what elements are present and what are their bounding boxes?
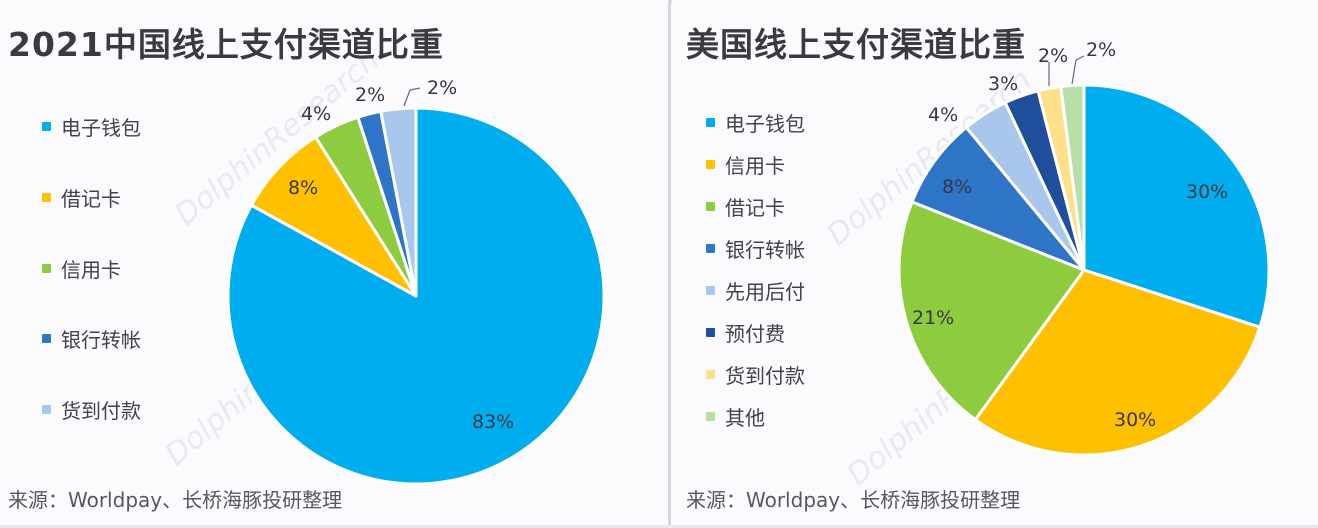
slice-label: 8% xyxy=(288,177,318,199)
slice-label: 4% xyxy=(301,103,331,125)
legend-swatch xyxy=(706,244,715,253)
legend-item-cash-on-delivery: 货到付款 xyxy=(42,395,141,424)
source-note: 来源：Worldpay、长桥海豚投研整理 xyxy=(686,488,1021,512)
legend-label: 电子钱包 xyxy=(61,116,141,140)
legend-item-credit-card: 信用卡 xyxy=(42,254,121,283)
legend-label: 银行转帐 xyxy=(61,328,141,352)
slice-label: 2% xyxy=(355,84,385,106)
legend-label: 其他 xyxy=(725,406,765,430)
pie-slice-cash-on-delivery xyxy=(379,106,418,298)
slice-label: 21% xyxy=(912,307,954,329)
legend-swatch xyxy=(706,286,715,295)
legend-item-other: 其他 xyxy=(706,402,765,431)
legend-swatch xyxy=(706,118,715,127)
legend-label: 货到付款 xyxy=(61,399,141,423)
legend-swatch xyxy=(42,334,51,343)
legend-label: 电子钱包 xyxy=(725,112,805,136)
slice-label: 83% xyxy=(472,411,514,433)
bottom-border xyxy=(0,525,1318,528)
leader-line xyxy=(1071,55,1085,85)
legend-item-bank-transfer: 银行转帐 xyxy=(42,324,141,353)
legend-label: 借记卡 xyxy=(725,196,785,220)
legend-swatch xyxy=(706,160,715,169)
pie-slice-e-wallet xyxy=(1082,83,1271,329)
legend-label: 预付费 xyxy=(725,322,785,346)
legend-item-e-wallet: 电子钱包 xyxy=(42,112,141,141)
chart-title: 2021中国线上支付渠道比重 xyxy=(8,25,444,64)
legend-item-credit-card: 信用卡 xyxy=(706,150,785,179)
china-chart-panel: DolphinResearch DolphinResearch 2021中国线上… xyxy=(8,25,606,512)
legend-swatch xyxy=(706,370,715,379)
legend-item-bnpl: 先用后付 xyxy=(706,276,805,305)
leader-line xyxy=(403,87,421,107)
legend-label: 货到付款 xyxy=(725,364,805,388)
slice-label: 2% xyxy=(1038,45,1068,67)
us-chart-panel: DolphinResearch DolphinResearch 美国线上支付渠道… xyxy=(672,0,1318,528)
legend-label: 信用卡 xyxy=(61,258,121,282)
slice-label: 8% xyxy=(942,176,972,198)
legend-item-e-wallet: 电子钱包 xyxy=(706,108,805,137)
legend-item-bank-transfer: 银行转帐 xyxy=(706,234,805,263)
slice-label: 2% xyxy=(1086,39,1116,61)
legend-item-prepaid: 预付费 xyxy=(706,318,785,347)
legend-swatch xyxy=(42,122,51,131)
legend-item-debit-card: 借记卡 xyxy=(706,192,785,221)
legend-item-cash-on-delivery: 货到付款 xyxy=(706,360,805,389)
legend-label: 先用后付 xyxy=(725,280,805,304)
legend-swatch xyxy=(42,264,51,273)
pie-slice-credit-card xyxy=(973,268,1262,457)
source-note: 来源：Worldpay、长桥海豚投研整理 xyxy=(8,488,343,512)
slice-label: 30% xyxy=(1114,409,1156,431)
legend-swatch xyxy=(706,202,715,211)
legend-label: 借记卡 xyxy=(61,187,121,211)
pie-slice-bank-transfer xyxy=(910,125,1086,272)
pie-slice-other xyxy=(1059,83,1086,272)
slice-label: 4% xyxy=(928,104,958,126)
pie-chart: 30% 30% 21% 8% 4% 3% 2% 2% xyxy=(897,39,1271,457)
slice-label: 30% xyxy=(1186,181,1228,203)
pie-chart: 83% 8% 4% 2% 2% xyxy=(226,77,606,486)
legend-label: 信用卡 xyxy=(725,154,785,178)
panel-divider xyxy=(668,0,671,528)
pie-slice-debit-card xyxy=(249,135,418,298)
legend-swatch xyxy=(706,328,715,337)
legend-label: 银行转帐 xyxy=(725,238,805,262)
pie-slice-debit-card xyxy=(897,200,1086,422)
slice-label: 3% xyxy=(988,73,1018,95)
legend-swatch xyxy=(42,193,51,202)
chart-title: 美国线上支付渠道比重 xyxy=(686,25,1026,64)
legend-swatch xyxy=(42,405,51,414)
legend-swatch xyxy=(706,412,715,421)
slice-label: 2% xyxy=(427,77,457,99)
legend-item-debit-card: 借记卡 xyxy=(42,183,121,212)
